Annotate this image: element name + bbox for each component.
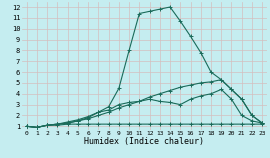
X-axis label: Humidex (Indice chaleur): Humidex (Indice chaleur)	[85, 137, 204, 146]
